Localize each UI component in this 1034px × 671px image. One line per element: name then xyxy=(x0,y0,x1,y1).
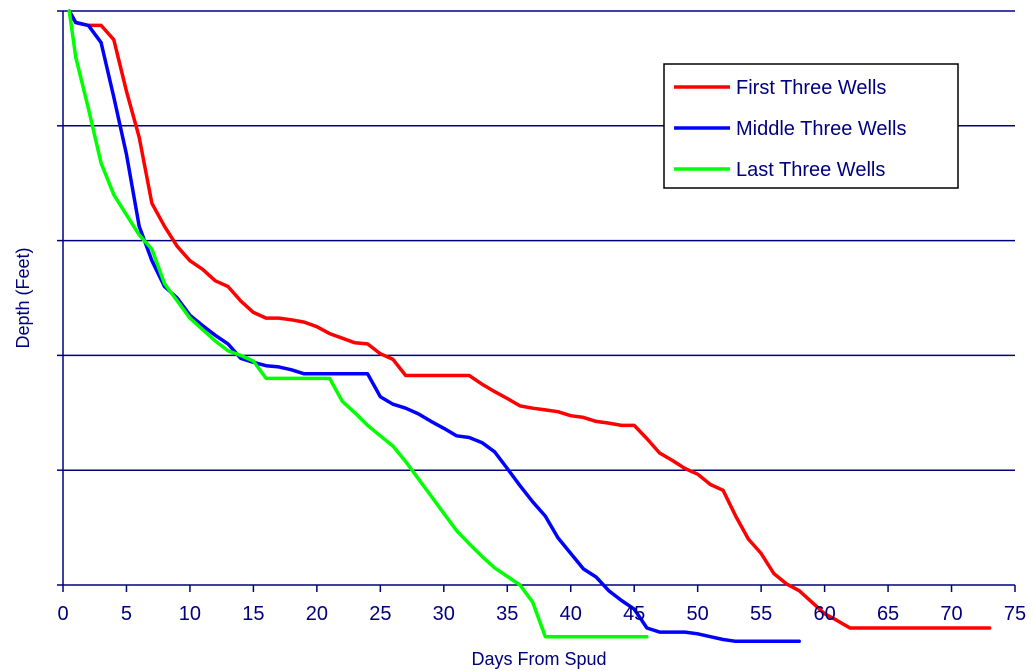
x-tick-label: 75 xyxy=(1004,603,1026,625)
x-tick-label: 45 xyxy=(623,603,645,625)
x-tick-label: 30 xyxy=(433,603,455,625)
x-tick-label: 10 xyxy=(179,603,201,625)
x-axis-title: Days From Spud xyxy=(471,649,606,669)
x-tick-label: 40 xyxy=(560,603,582,625)
x-tick-label: 20 xyxy=(306,603,328,625)
x-tick-label: 35 xyxy=(496,603,518,625)
x-tick-label: 50 xyxy=(687,603,709,625)
x-tick-label: 15 xyxy=(242,603,264,625)
legend-label: Middle Three Wells xyxy=(736,118,906,140)
series-line-1 xyxy=(67,9,992,630)
x-tick-labels: 0 5 10 15 20 25 30 35 40 45 50 55 60 65 70 75 xyxy=(57,585,1026,625)
legend: First Three Wells Middle Three Wells Last … xyxy=(663,63,959,189)
x-tick-label: 60 xyxy=(813,603,835,625)
legend-label: First Three Wells xyxy=(736,77,886,99)
legend-label: Last Three Wells xyxy=(736,159,885,181)
x-tick-label: 70 xyxy=(940,603,962,625)
series-layer xyxy=(67,9,992,644)
x-tick-label: 5 xyxy=(121,603,132,625)
x-tick-label: 55 xyxy=(750,603,772,625)
x-tick-label: 65 xyxy=(877,603,899,625)
x-tick-label: 0 xyxy=(57,603,68,625)
y-axis-title: Depth (Feet) xyxy=(13,247,33,348)
x-tick-label: 25 xyxy=(369,603,391,625)
axes xyxy=(57,10,1015,586)
series-line-3 xyxy=(67,9,649,639)
